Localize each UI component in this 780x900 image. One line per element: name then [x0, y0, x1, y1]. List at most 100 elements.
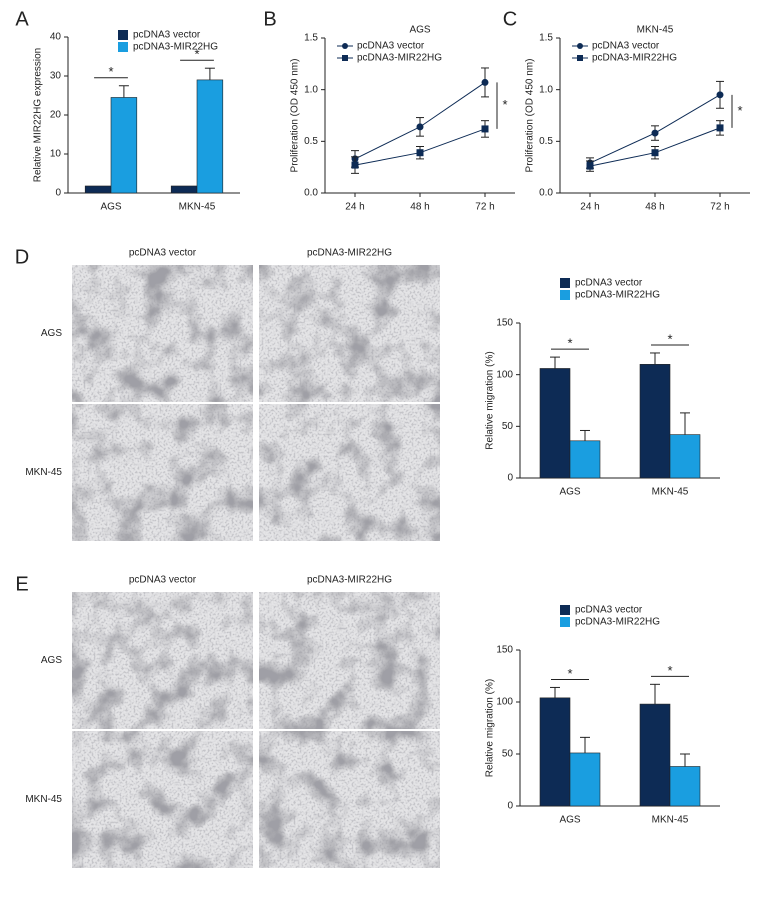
legend-marker [342, 55, 348, 61]
significance-mark: * [667, 331, 672, 346]
bar [110, 97, 138, 194]
legend-marker [577, 55, 583, 61]
x-tick-label: 72 h [475, 202, 494, 213]
significance-mark: * [108, 64, 113, 79]
y-tick-label: 0 [507, 473, 513, 484]
y-axis-label: Relative migration (%) [485, 351, 496, 449]
x-tick-label: AGS [559, 815, 580, 826]
x-tick-label: 48 h [645, 202, 664, 213]
y-tick-label: 150 [496, 645, 513, 656]
y-tick-label: 0.5 [304, 136, 318, 147]
legend-label: pcDNA3 vector [592, 41, 660, 52]
legend-swatch [560, 290, 570, 300]
image-column-label: pcDNA3-MIR22HG [307, 575, 392, 586]
y-tick-label: 20 [50, 110, 62, 121]
x-tick-label: AGS [100, 202, 121, 213]
x-tick-label: 72 h [710, 202, 729, 213]
y-tick-label: 150 [496, 318, 513, 329]
significance-mark: * [502, 97, 507, 112]
point [716, 124, 724, 132]
bar [639, 364, 671, 479]
legend-marker [577, 43, 583, 49]
legend-swatch [560, 605, 570, 615]
bar [669, 766, 701, 807]
y-tick-label: 40 [50, 32, 62, 43]
legend-label: pcDNA3-MIR22HG [592, 53, 677, 64]
point [481, 125, 489, 133]
bar [170, 185, 198, 194]
legend-swatch [118, 30, 128, 40]
bar [539, 697, 571, 807]
bar [639, 703, 671, 807]
image-column-label: pcDNA3 vector [129, 575, 197, 586]
y-tick-label: 1.5 [539, 33, 553, 44]
bar [569, 752, 601, 807]
x-tick-label: MKN-45 [652, 487, 689, 498]
micrograph [72, 592, 253, 729]
point [351, 161, 359, 169]
bar [196, 79, 224, 194]
legend-label: pcDNA3-MIR22HG [357, 53, 442, 64]
image-column-label: pcDNA3 vector [129, 248, 197, 259]
bar [569, 440, 601, 479]
legend-swatch [118, 42, 128, 52]
micrograph [72, 731, 253, 868]
chart-title: MKN-45 [637, 25, 674, 36]
y-axis-label: Proliferation (OD 450 nm) [525, 59, 536, 173]
x-tick-label: 24 h [580, 202, 599, 213]
legend-label: pcDNA3-MIR22HG [575, 617, 660, 628]
legend-label: pcDNA3 vector [575, 278, 643, 289]
micrograph [259, 265, 440, 402]
significance-mark: * [567, 336, 572, 351]
y-tick-label: 100 [496, 697, 513, 708]
micrograph [259, 592, 440, 729]
legend-label: pcDNA3 vector [133, 30, 201, 41]
panel-label: D [15, 246, 29, 268]
y-axis-label: Proliferation (OD 450 nm) [290, 59, 301, 173]
x-tick-label: 48 h [410, 202, 429, 213]
point [651, 149, 659, 157]
significance-mark: * [194, 47, 199, 62]
bar [84, 185, 112, 194]
y-tick-label: 0 [507, 801, 513, 812]
y-tick-label: 0 [55, 188, 61, 199]
micrograph [259, 404, 440, 541]
legend-label: pcDNA3 vector [575, 605, 643, 616]
image-row-label: MKN-45 [25, 794, 62, 805]
legend-label: pcDNA3 vector [357, 41, 425, 52]
panel-label: E [15, 573, 28, 595]
y-tick-label: 50 [502, 421, 514, 432]
y-tick-label: 1.0 [304, 84, 318, 95]
image-column-label: pcDNA3-MIR22HG [307, 248, 392, 259]
x-tick-label: AGS [559, 487, 580, 498]
y-tick-label: 50 [502, 749, 514, 760]
y-axis-label: Relative migration (%) [485, 679, 496, 777]
micrograph [259, 731, 440, 868]
legend-swatch [560, 617, 570, 627]
point [716, 91, 724, 99]
legend-label: pcDNA3-MIR22HG [575, 290, 660, 301]
micrograph [72, 265, 253, 402]
legend-marker [342, 43, 348, 49]
y-tick-label: 0.5 [539, 136, 553, 147]
x-tick-label: MKN-45 [179, 202, 216, 213]
significance-mark: * [667, 663, 672, 678]
y-tick-label: 0.0 [304, 188, 318, 199]
legend-swatch [560, 278, 570, 288]
y-tick-label: 100 [496, 369, 513, 380]
bar [669, 434, 701, 479]
point [586, 162, 594, 170]
significance-mark: * [737, 103, 742, 118]
x-tick-label: MKN-45 [652, 815, 689, 826]
panel-label: A [15, 8, 29, 30]
chart-title: AGS [409, 25, 430, 36]
point [481, 78, 489, 86]
point [416, 149, 424, 157]
bar [539, 368, 571, 479]
point [416, 123, 424, 131]
panel-label: C [503, 8, 517, 30]
y-tick-label: 0.0 [539, 188, 553, 199]
image-row-label: AGS [41, 655, 62, 666]
image-row-label: AGS [41, 328, 62, 339]
y-tick-label: 1.5 [304, 33, 318, 44]
